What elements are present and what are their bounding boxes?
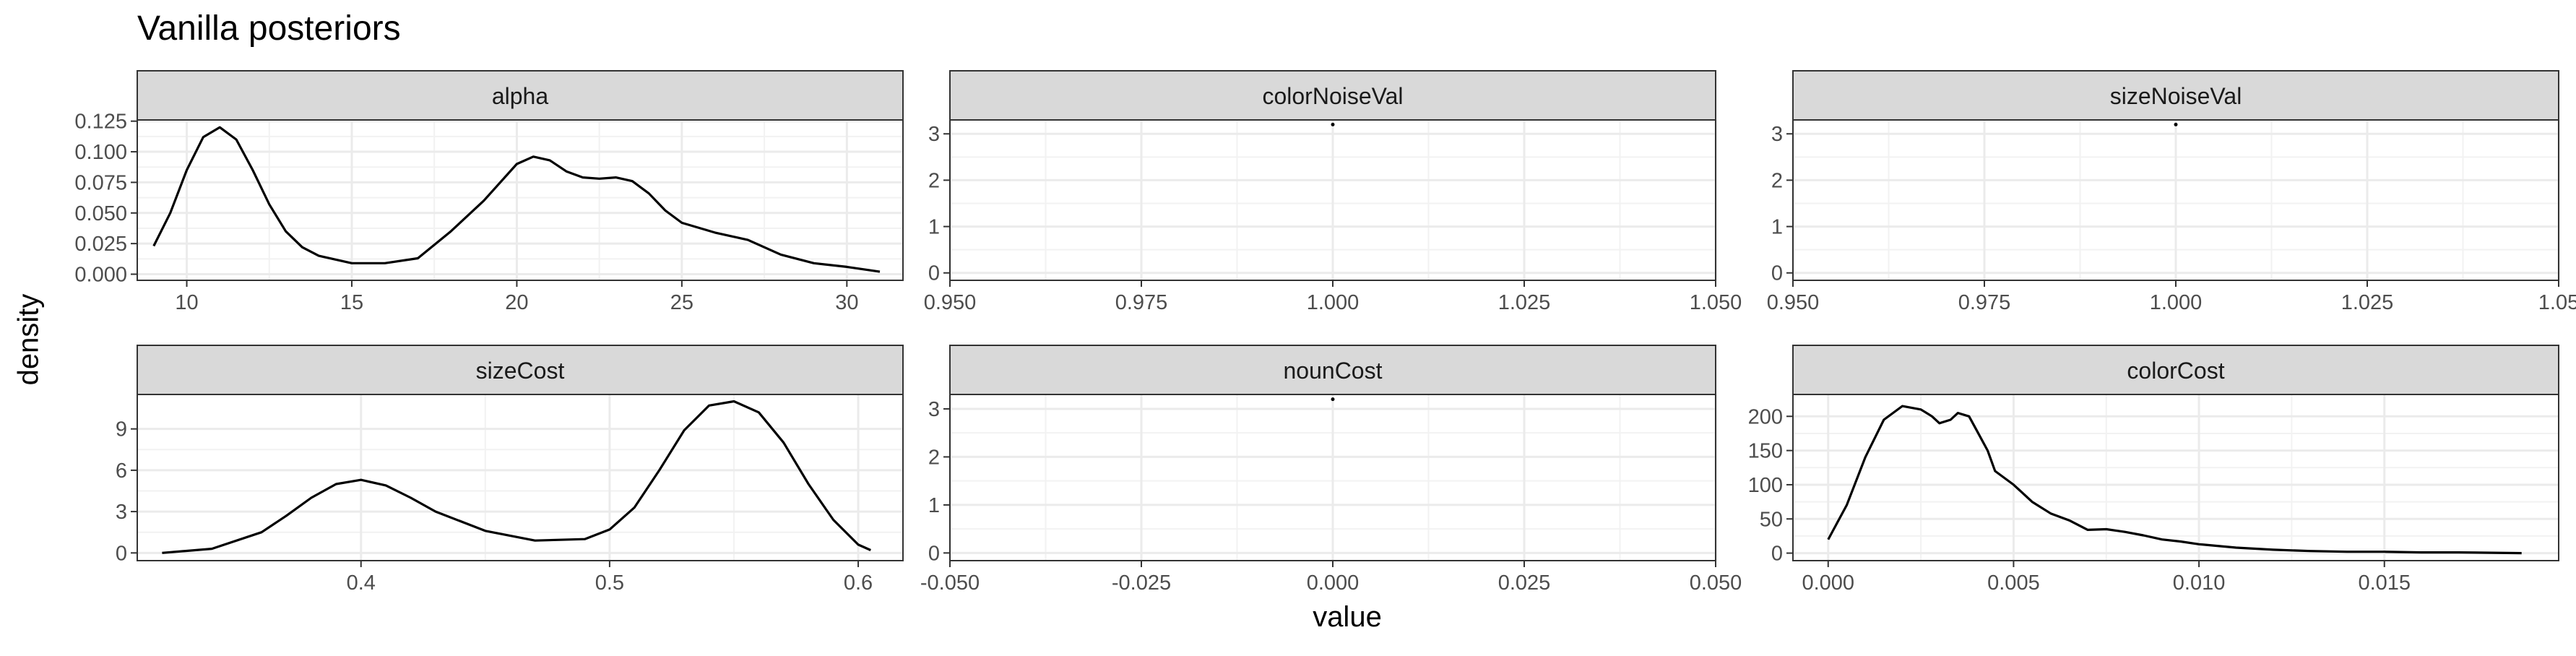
facet-strip-label: sizeNoiseVal xyxy=(2110,83,2242,109)
y-tick-label: 0.050 xyxy=(74,202,127,225)
chart-title: Vanilla posteriors xyxy=(137,9,401,48)
y-tick-label: 3 xyxy=(928,123,940,146)
x-tick-label: 0.000 xyxy=(1802,571,1854,595)
y-tick-label: 0.100 xyxy=(74,141,127,164)
facet-panel-sizeCost: sizeCost 0 3 6 9 0.4 0.5 0.6 xyxy=(116,345,904,595)
y-tick-label: 9 xyxy=(116,418,127,441)
y-tick-label: 200 xyxy=(1748,405,1783,428)
x-tick-label: 0.950 xyxy=(924,291,977,314)
density-point xyxy=(1331,122,1335,126)
y-tick-label: 0 xyxy=(1771,543,1783,566)
density-point xyxy=(1331,397,1335,402)
x-tick-label: 0.025 xyxy=(1498,571,1551,595)
y-axis-label: density xyxy=(12,293,45,386)
facet-strip xyxy=(1792,345,2559,395)
x-tick-label: 0.050 xyxy=(1690,571,1742,595)
facet-strip-label: nounCost xyxy=(1284,358,1383,384)
y-tick-label: 0.075 xyxy=(74,171,127,194)
x-tick-label: 1.000 xyxy=(2150,291,2203,314)
panel-border xyxy=(137,394,904,561)
x-tick-label: 20 xyxy=(505,291,528,314)
x-tick-label: 0.950 xyxy=(1767,291,1820,314)
y-tick-label: 0 xyxy=(116,542,127,565)
y-tick-label: 0 xyxy=(928,542,940,565)
y-tick-label: 1 xyxy=(928,494,940,517)
facet-strip xyxy=(137,345,904,395)
x-tick-label: 0.6 xyxy=(844,571,873,595)
x-tick-label: -0.025 xyxy=(1112,571,1171,595)
density-point xyxy=(2174,122,2178,126)
y-tick-label: 6 xyxy=(116,459,127,483)
plot-area xyxy=(137,120,903,280)
y-tick-label: 0 xyxy=(1771,262,1783,285)
facet-panel-colorNoiseVal: colorNoiseVal 0 1 2 3 0.950 0.975 1.000 1.025 1.0… xyxy=(924,70,1742,314)
panel-border xyxy=(1792,394,2559,561)
x-axis-label: value xyxy=(1313,601,1382,633)
x-tick-label: 0.000 xyxy=(1307,571,1360,595)
y-tick-label: 1 xyxy=(1771,216,1783,239)
x-tick-label: 0.975 xyxy=(1958,291,2011,314)
panel-border xyxy=(137,119,904,281)
x-tick-label: 10 xyxy=(175,291,198,314)
x-tick-label: 1.05 xyxy=(2538,291,2576,314)
x-tick-label: 0.010 xyxy=(2173,571,2226,595)
facet-panel-colorCost: colorCost 0 50 100 150 200 0.000 0.005 0.010 0.01… xyxy=(1748,345,2559,595)
y-tick-label: 0.125 xyxy=(74,111,127,134)
y-tick-label: 0 xyxy=(928,262,940,285)
y-tick-label: 50 xyxy=(1760,508,1783,531)
x-tick-label: 1.000 xyxy=(1307,291,1360,314)
facet-strip-label: sizeCost xyxy=(476,358,565,384)
facet-strip-label: colorNoiseVal xyxy=(1262,83,1403,109)
y-tick-label: 1 xyxy=(928,216,940,239)
x-tick-label: -0.050 xyxy=(920,571,980,595)
x-tick-label: 0.975 xyxy=(1115,291,1168,314)
x-tick-label: 1.025 xyxy=(2341,291,2394,314)
x-tick-label: 30 xyxy=(835,291,858,314)
facet-panel-alpha: alpha 0.000 0.025 0.050 0.075 0.100 0.125 10 15 2… xyxy=(74,70,904,314)
y-tick-label: 3 xyxy=(928,398,940,421)
x-tick-label: 0.005 xyxy=(1987,571,2040,595)
facet-strip-label: alpha xyxy=(492,83,549,109)
density-line xyxy=(1827,405,2522,555)
facet-strip xyxy=(1792,70,2559,121)
facet-panel-sizeNoiseVal: sizeNoiseVal 0 1 2 3 0.950 0.975 1.000 1.025 1.05 xyxy=(1767,70,2576,314)
facet-strip-label: colorCost xyxy=(2127,358,2224,384)
x-tick-label: 0.4 xyxy=(347,571,376,595)
x-tick-label: 15 xyxy=(340,291,363,314)
y-tick-label: 2 xyxy=(928,169,940,192)
y-tick-label: 100 xyxy=(1748,474,1783,497)
y-tick-label: 3 xyxy=(116,501,127,524)
y-tick-label: 2 xyxy=(928,446,940,469)
y-tick-label: 0.000 xyxy=(74,264,127,287)
density-line xyxy=(162,400,871,554)
y-tick-label: 150 xyxy=(1748,440,1783,463)
density-line xyxy=(152,126,881,273)
y-tick-label: 0.025 xyxy=(74,233,127,256)
facet-panel-nounCost: nounCost 0 1 2 3 -0.050 -0.025 0.000 0.025 0.050 xyxy=(920,345,1742,595)
x-tick-label: 25 xyxy=(670,291,693,314)
x-tick-label: 0.5 xyxy=(595,571,624,595)
x-tick-label: 1.025 xyxy=(1498,291,1551,314)
y-tick-label: 3 xyxy=(1771,123,1783,146)
x-tick-label: 0.015 xyxy=(2358,571,2411,595)
x-tick-label: 1.050 xyxy=(1690,291,1742,314)
y-tick-label: 2 xyxy=(1771,169,1783,192)
facet-strip xyxy=(137,70,904,121)
